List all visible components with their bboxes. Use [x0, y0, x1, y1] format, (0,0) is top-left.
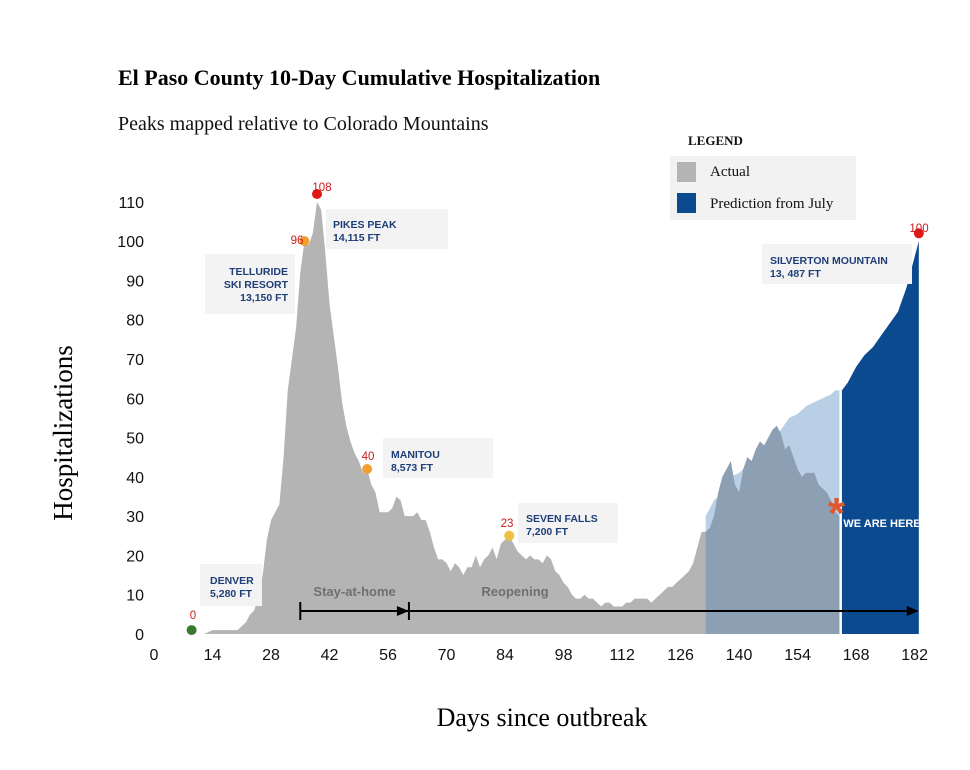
peak-label-box	[762, 244, 912, 284]
legend: LEGEND Actual Prediction from July	[670, 133, 856, 220]
peak-label-box	[205, 254, 295, 314]
peak-label-text: SEVEN FALLS	[526, 513, 598, 525]
x-tick-label: 28	[262, 647, 280, 664]
peak-value-label: 108	[312, 182, 331, 194]
peak-marker	[186, 625, 197, 636]
x-tick-label: 182	[901, 647, 928, 664]
y-tick-label: 30	[126, 509, 144, 526]
prediction-future-area	[841, 241, 919, 634]
x-tick-label: 14	[204, 647, 222, 664]
peak-label-box	[200, 564, 262, 606]
peak-label-box	[518, 503, 618, 543]
x-axis-label: Days since outbreak	[437, 703, 648, 732]
peak-marker	[311, 189, 322, 199]
y-tick-label: 70	[126, 352, 144, 369]
x-tick-label: 154	[784, 647, 811, 664]
peak-label-text: SKI RESORT	[224, 279, 289, 291]
peak-label-text: 13,150 FT	[240, 292, 288, 304]
peak-label-text: 14,115 FT	[333, 232, 381, 244]
peak-label-text: 8,573 FT	[391, 462, 434, 474]
x-tick-label: 126	[667, 647, 694, 664]
peak-label-box	[326, 209, 448, 249]
y-tick-label: 80	[126, 313, 144, 330]
x-tick-label: 140	[726, 647, 753, 664]
y-tick-label: 20	[126, 548, 144, 565]
timeline-arrowhead	[906, 606, 919, 616]
peak-value-label: 96	[291, 235, 304, 247]
peak-label-text: DENVER	[210, 575, 254, 587]
y-tick-label: 10	[126, 588, 144, 605]
x-tick-label: 70	[438, 647, 456, 664]
y-tick-label: 0	[135, 627, 144, 644]
x-axis-ticks: 0 14 28 42 56 70 84 98 112 126 140 154 168 182	[150, 647, 929, 664]
overlap-area	[705, 425, 840, 634]
x-tick-label: 84	[496, 647, 514, 664]
peak-marker	[299, 236, 310, 247]
phase-label-stay-at-home: Stay-at-home	[313, 584, 395, 599]
peak-value-label: 100	[909, 223, 928, 235]
peak-value-label: 23	[501, 518, 514, 530]
timeline-arrowhead-mid	[396, 606, 409, 616]
peak-label-text: SILVERTON MOUNTAIN	[770, 255, 888, 267]
legend-background	[670, 156, 856, 220]
peak-label-text: 13, 487 FT	[770, 268, 821, 280]
chart-subtitle: Peaks mapped relative to Colorado Mounta…	[118, 113, 489, 135]
legend-swatch-actual	[677, 162, 696, 182]
current-position-marker: *	[828, 489, 846, 538]
legend-swatch-prediction	[677, 193, 696, 213]
peak-marker	[362, 464, 373, 474]
peak-value-label: 0	[190, 610, 196, 622]
actual-area	[191, 201, 840, 634]
peak-label-text: MANITOU	[391, 449, 440, 461]
peak-marker	[913, 228, 924, 239]
y-tick-label: 100	[117, 234, 144, 251]
y-tick-label: 90	[126, 273, 144, 290]
current-position-label: WE ARE HERE	[843, 518, 920, 530]
peak-label-text: PIKES PEAK	[333, 219, 397, 231]
y-tick-label: 40	[126, 470, 144, 487]
legend-label-actual: Actual	[710, 164, 750, 180]
y-axis-label: Hospitalizations	[48, 345, 78, 520]
x-tick-label: 56	[379, 647, 397, 664]
legend-label-prediction: Prediction from July	[710, 196, 834, 212]
phase-label-reopening: Reopening	[481, 584, 548, 599]
y-tick-label: 60	[126, 391, 144, 408]
peak-value-label: 40	[362, 451, 375, 463]
y-axis-ticks: 0 10 20 30 40 50 60 70 80 90 100 110	[117, 195, 144, 644]
y-tick-label: 50	[126, 431, 144, 448]
x-tick-label: 112	[609, 647, 635, 664]
peak-label-box	[383, 438, 493, 478]
x-tick-label: 168	[843, 647, 870, 664]
peak-label-text: TELLURIDE	[229, 266, 288, 278]
x-tick-label: 98	[555, 647, 573, 664]
peak-label-text: 7,200 FT	[526, 526, 569, 538]
legend-title: LEGEND	[688, 133, 743, 148]
chart-title: El Paso County 10-Day Cumulative Hospita…	[118, 65, 600, 90]
peak-marker	[504, 530, 515, 541]
y-tick-label: 110	[118, 195, 144, 212]
x-tick-label: 42	[321, 647, 339, 664]
x-tick-label: 0	[150, 647, 159, 664]
peak-label-text: 5,280 FT	[210, 588, 253, 600]
